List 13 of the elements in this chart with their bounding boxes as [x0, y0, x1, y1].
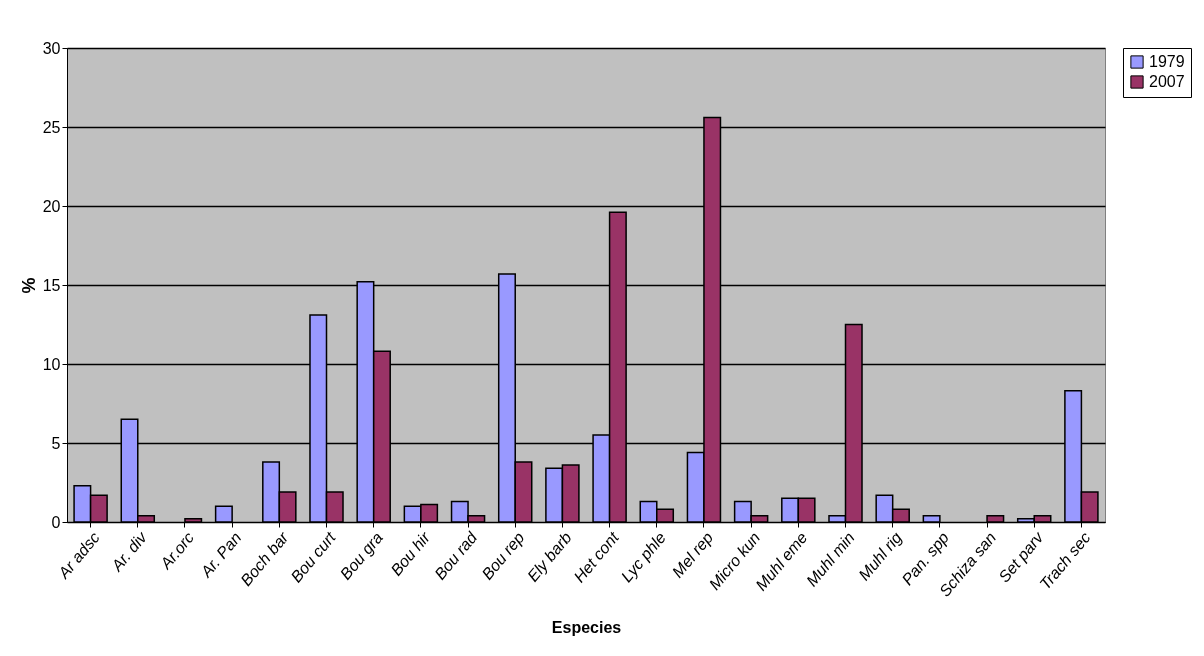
y-tick-label: 0	[51, 513, 61, 531]
y-tick-label: 20	[42, 197, 61, 215]
y-tick-label: 30	[42, 39, 61, 57]
y-tick-label: 10	[42, 355, 61, 373]
legend-label: 1979	[1149, 53, 1185, 70]
y-tick-label: 15	[42, 276, 61, 294]
x-axis-title: Especies	[551, 618, 622, 636]
x-tick-label: Ar. div	[107, 528, 151, 575]
legend-label: 2007	[1149, 73, 1185, 90]
x-tick-label: Bou hir	[387, 528, 434, 579]
y-tick-label: 25	[42, 118, 61, 136]
y-axis-title: %	[18, 277, 39, 294]
y-tick-label: 5	[51, 434, 61, 452]
